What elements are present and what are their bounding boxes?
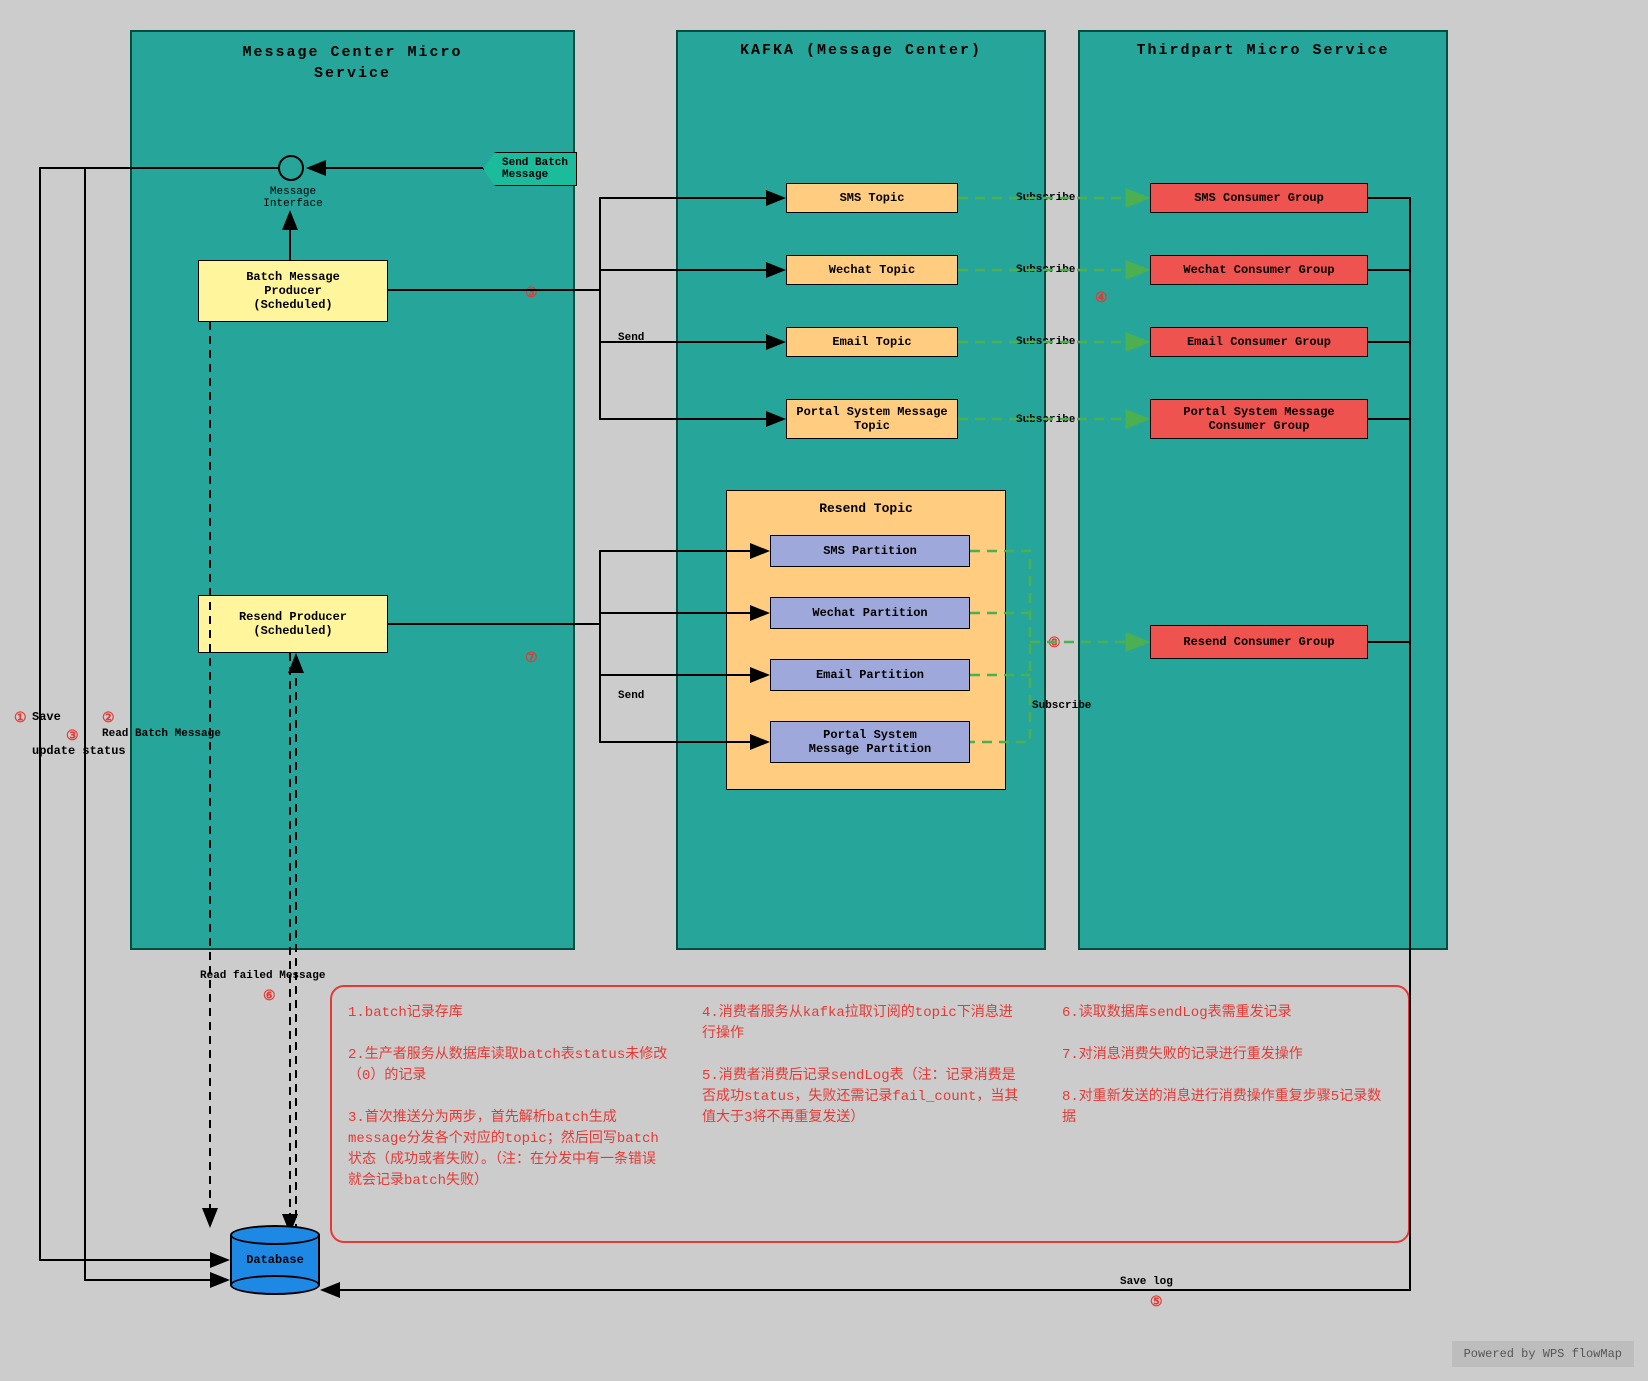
note-2: 2.生产者服务从数据库读取batch表status未修改（0）的记录 (348, 1045, 668, 1087)
step-3b: ③ (66, 728, 79, 745)
note-3: 3.首次推送分为两步，首先解析batch生成message分发各个对应的topi… (348, 1108, 668, 1192)
subscribe-4: Subscribe (1016, 414, 1075, 426)
step-save: Save (32, 710, 61, 724)
footer: Powered by WPS flowMap (1452, 1341, 1634, 1367)
email-partition: Email Partition (770, 659, 970, 691)
step-4: ④ (1095, 290, 1108, 307)
step-5: ⑤ (1150, 1294, 1163, 1311)
email-topic: Email Topic (786, 327, 958, 357)
step-update-status: update status (32, 744, 126, 758)
resend-topic-title: Resend Topic (727, 501, 1005, 516)
batch-message-producer: Batch Message Producer (Scheduled) (198, 260, 388, 322)
note-5: 5.消费者消费后记录sendLog表（注：记录消费是否成功status，失败还需… (702, 1066, 1022, 1129)
send-label-2: Send (618, 690, 644, 702)
subscribe-5: Subscribe (1032, 700, 1091, 712)
message-interface-icon (278, 155, 304, 181)
thirdpart-container: Thirdpart Micro Service (1078, 30, 1448, 950)
wechat-topic: Wechat Topic (786, 255, 958, 285)
sms-partition: SMS Partition (770, 535, 970, 567)
step-2: ② (102, 710, 115, 727)
note-7: 7.对消息消费失败的记录进行重发操作 (1062, 1045, 1382, 1066)
wechat-partition: Wechat Partition (770, 597, 970, 629)
thirdpart-title: Thirdpart Micro Service (1080, 42, 1446, 59)
database-icon: Database (230, 1225, 320, 1295)
msg-center-title: Message Center Micro Service (132, 42, 573, 84)
portal-consumer: Portal System Message Consumer Group (1150, 399, 1368, 439)
message-interface-label: Message Interface (248, 186, 338, 210)
step-6: ⑥ (263, 988, 276, 1005)
step-1: ① (14, 710, 27, 727)
sms-topic: SMS Topic (786, 183, 958, 213)
subscribe-1: Subscribe (1016, 192, 1075, 204)
portal-topic: Portal System Message Topic (786, 399, 958, 439)
note-4: 4.消费者服务从kafka拉取订阅的topic下消息进行操作 (702, 1003, 1022, 1045)
send-batch-message-tag: Send Batch Message (483, 152, 577, 186)
notes-box: 1.batch记录存库 2.生产者服务从数据库读取batch表status未修改… (330, 985, 1410, 1243)
subscribe-2: Subscribe (1016, 264, 1075, 276)
resend-consumer: Resend Consumer Group (1150, 625, 1368, 659)
resend-producer: Resend Producer (Scheduled) (198, 595, 388, 653)
read-batch-label: Read Batch Message (102, 728, 221, 740)
wechat-consumer: Wechat Consumer Group (1150, 255, 1368, 285)
email-consumer: Email Consumer Group (1150, 327, 1368, 357)
read-failed-label: Read failed Message (200, 970, 325, 982)
note-1: 1.batch记录存库 (348, 1003, 668, 1024)
step-3: ③ (525, 285, 538, 302)
save-log-label: Save log (1120, 1276, 1173, 1288)
portal-partition: Portal System Message Partition (770, 721, 970, 763)
sms-consumer: SMS Consumer Group (1150, 183, 1368, 213)
subscribe-3: Subscribe (1016, 336, 1075, 348)
send-label-1: Send (618, 332, 644, 344)
step-8: ⑧ (1048, 635, 1061, 652)
note-6: 6.读取数据库sendLog表需重发记录 (1062, 1003, 1382, 1024)
note-8: 8.对重新发送的消息进行消费操作重复步骤5记录数据 (1062, 1087, 1382, 1129)
database-label: Database (230, 1253, 320, 1267)
step-7: ⑦ (525, 650, 538, 667)
kafka-title: KAFKA (Message Center) (678, 42, 1044, 59)
